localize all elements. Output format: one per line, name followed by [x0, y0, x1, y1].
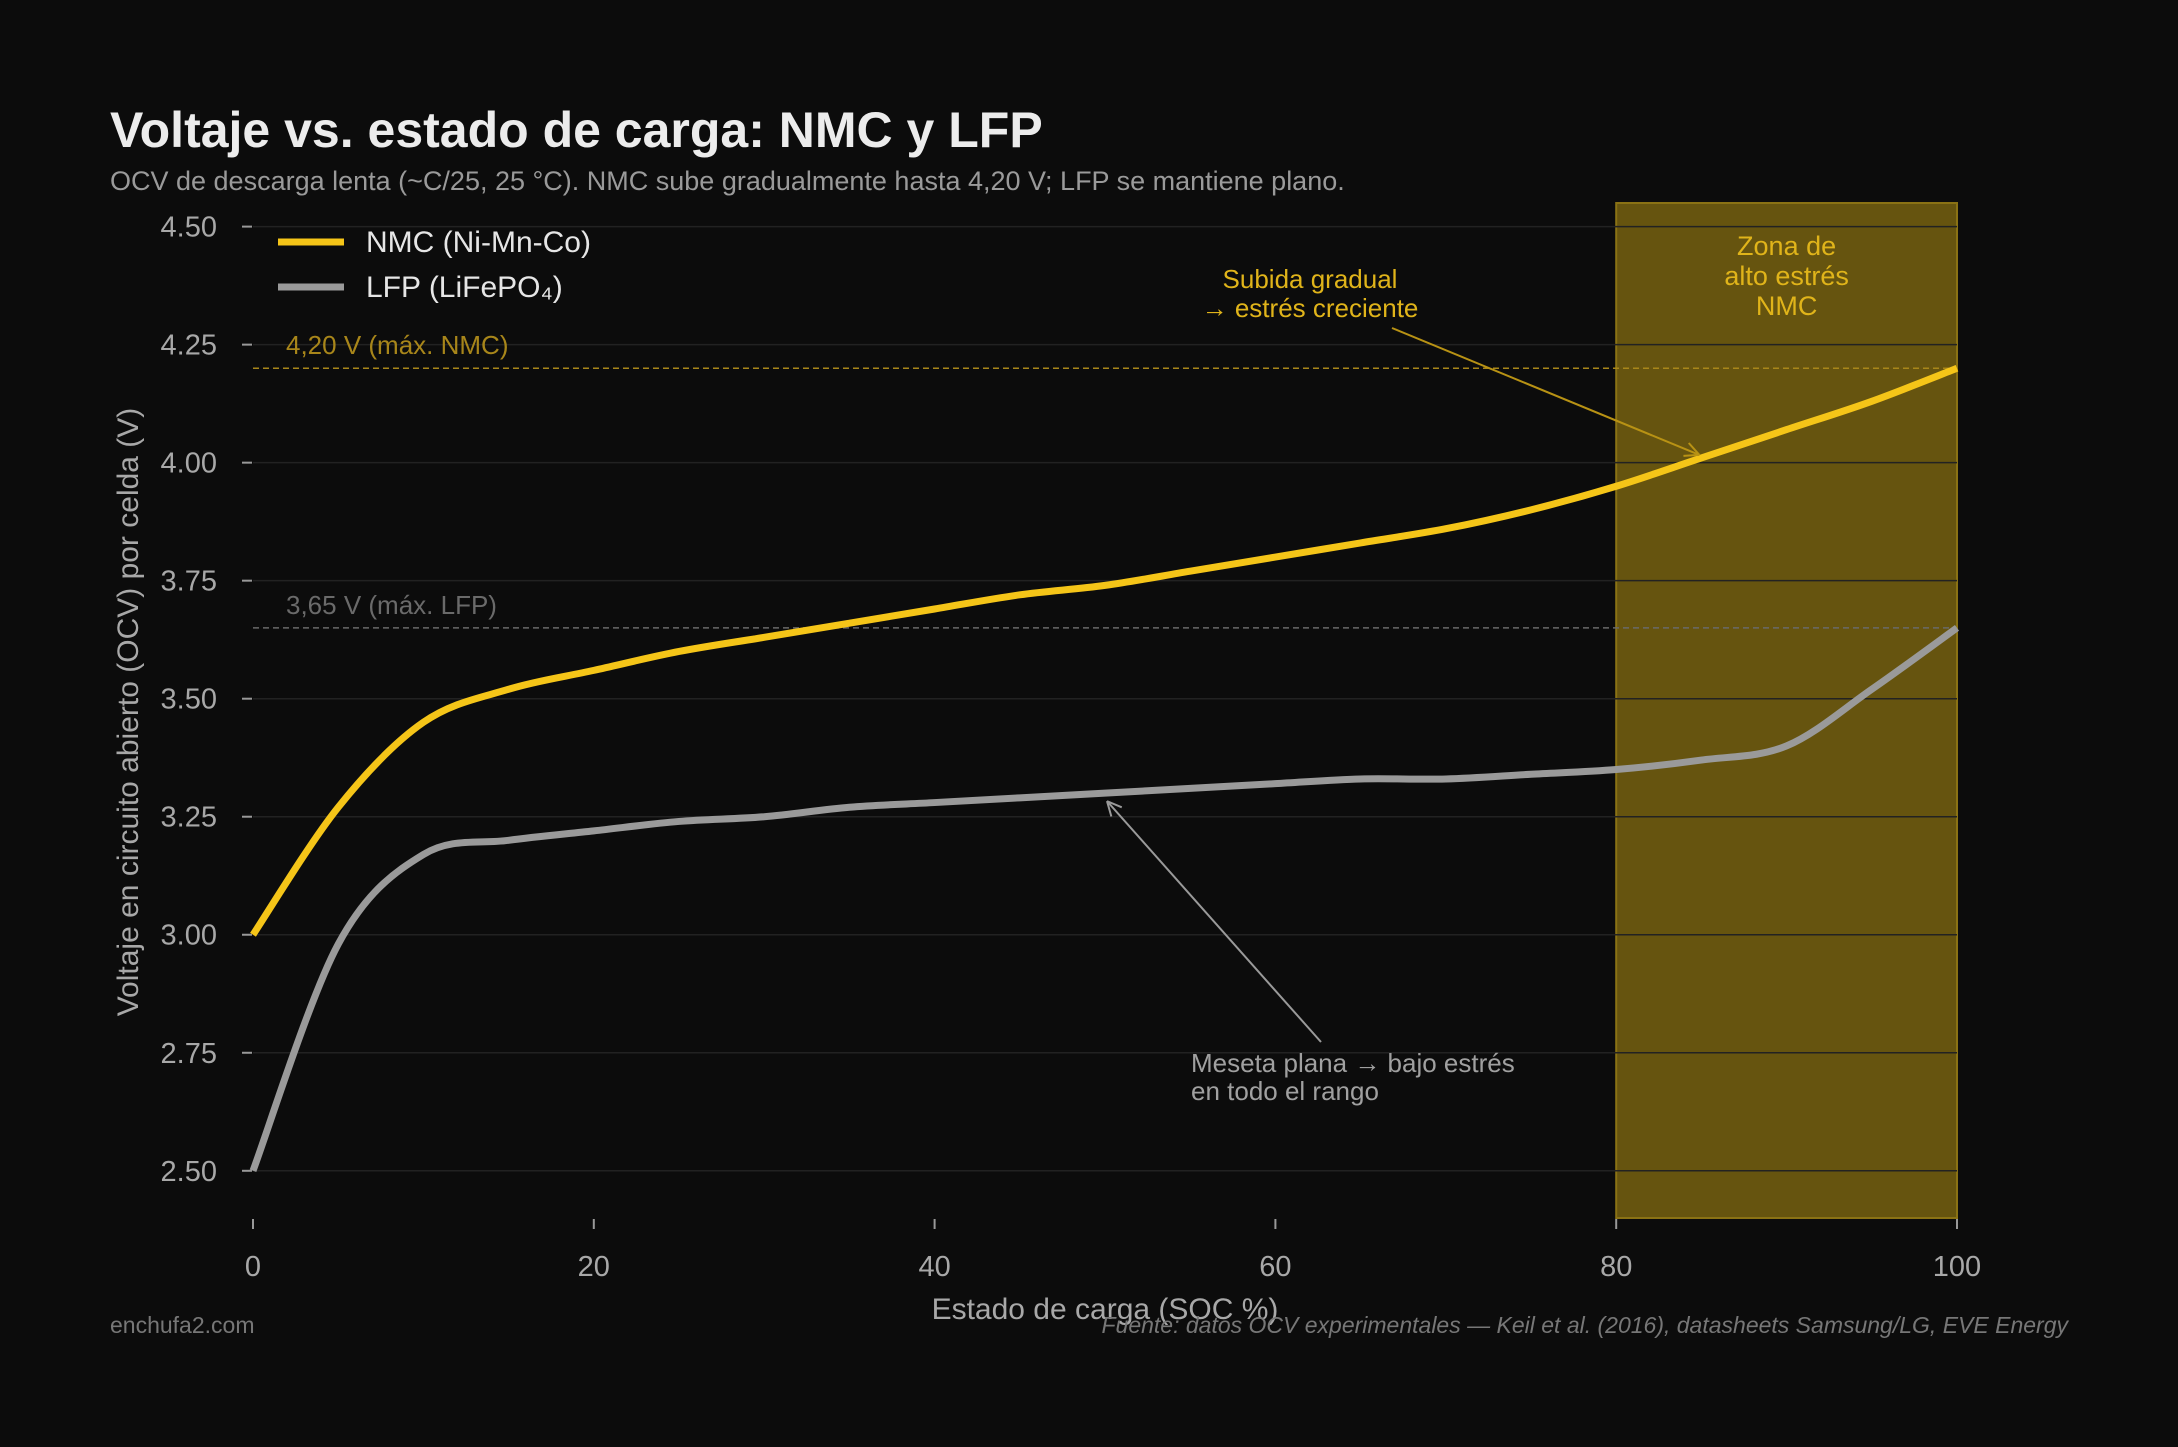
y-tick-label: 4.25 — [161, 330, 217, 362]
legend-label: NMC (Ni-Mn-Co) — [366, 226, 591, 259]
y-tick-label: 3.50 — [161, 684, 217, 716]
series-line-nmc — [250, 364, 1959, 937]
annotation-arrowhead — [1106, 800, 1123, 809]
annotation-arrowhead — [1106, 800, 1113, 817]
shaded-zone-rect — [1615, 202, 1958, 1219]
x-tick-label: 60 — [1259, 1251, 1291, 1283]
x-tick-label: 100 — [1933, 1251, 1981, 1283]
shaded-zone-label: NMC — [1756, 291, 1818, 321]
footer-brand: enchufa2.com — [110, 1312, 254, 1338]
y-axis-label: Voltaje en circuito abierto (OCV) por ce… — [112, 408, 145, 1017]
y-tick-label: 2.50 — [161, 1156, 217, 1188]
y-tick-label: 4.50 — [161, 212, 217, 244]
footer-source: Fuente: datos OCV experimentales — Keil … — [1101, 1312, 2069, 1338]
annotation-lfp-text: Meseta plana → bajo estrés — [1191, 1048, 1515, 1078]
chart-title: Voltaje vs. estado de carga: NMC y LFP — [110, 102, 1043, 158]
legend-label: LFP (LiFePO₄) — [366, 271, 563, 304]
annotation-arrow — [1391, 327, 1700, 456]
axes: 2.50 2.75 3.00 3.25 3.50 3.75 4.00 4.25 4.50 0 20 4… — [161, 212, 1982, 1283]
x-tick-label: 40 — [918, 1251, 950, 1283]
annotation-arrow — [1106, 800, 1322, 1043]
shaded-zone-label: alto estrés — [1724, 261, 1849, 291]
annotation-lfp-text: en todo el rango — [1191, 1076, 1379, 1106]
annotations: Subida gradual→ estrés creciente Meseta p… — [1106, 264, 1701, 1106]
y-tick-label: 4.00 — [161, 448, 217, 480]
x-tick-label: 80 — [1600, 1251, 1632, 1283]
chart-subtitle: OCV de descarga lenta (~C/25, 25 °C). NM… — [110, 166, 1345, 196]
x-tick-label: 20 — [578, 1251, 610, 1283]
annotation-arrowhead — [1687, 442, 1701, 456]
grid — [253, 225, 1957, 1172]
x-axis-label: Estado de carga (SOC %) — [932, 1293, 1279, 1326]
legend: NMC (Ni-Mn-Co) LFP (LiFePO₄) — [278, 226, 591, 304]
y-tick-label: 3.25 — [161, 802, 217, 834]
reference-lines: 4,20 V (máx. NMC) 3,65 V (máx. LFP) — [253, 330, 1957, 629]
y-tick-label: 3.00 — [161, 920, 217, 952]
series-line-lfp — [249, 625, 1960, 1173]
shaded-zone-label: Zona de — [1737, 231, 1836, 261]
y-tick-label: 3.75 — [161, 566, 217, 598]
annotation-nmc-text: Subida gradual — [1223, 264, 1398, 294]
x-tick-label: 0 — [245, 1251, 261, 1283]
annotation-nmc-text: → estrés creciente — [1202, 293, 1419, 323]
series-lines — [249, 364, 1960, 1173]
y-tick-label: 2.75 — [161, 1038, 217, 1070]
reference-line-label: 4,20 V (máx. NMC) — [286, 330, 509, 360]
annotation-arrowhead — [1683, 453, 1700, 457]
reference-line-label: 3,65 V (máx. LFP) — [286, 590, 497, 620]
